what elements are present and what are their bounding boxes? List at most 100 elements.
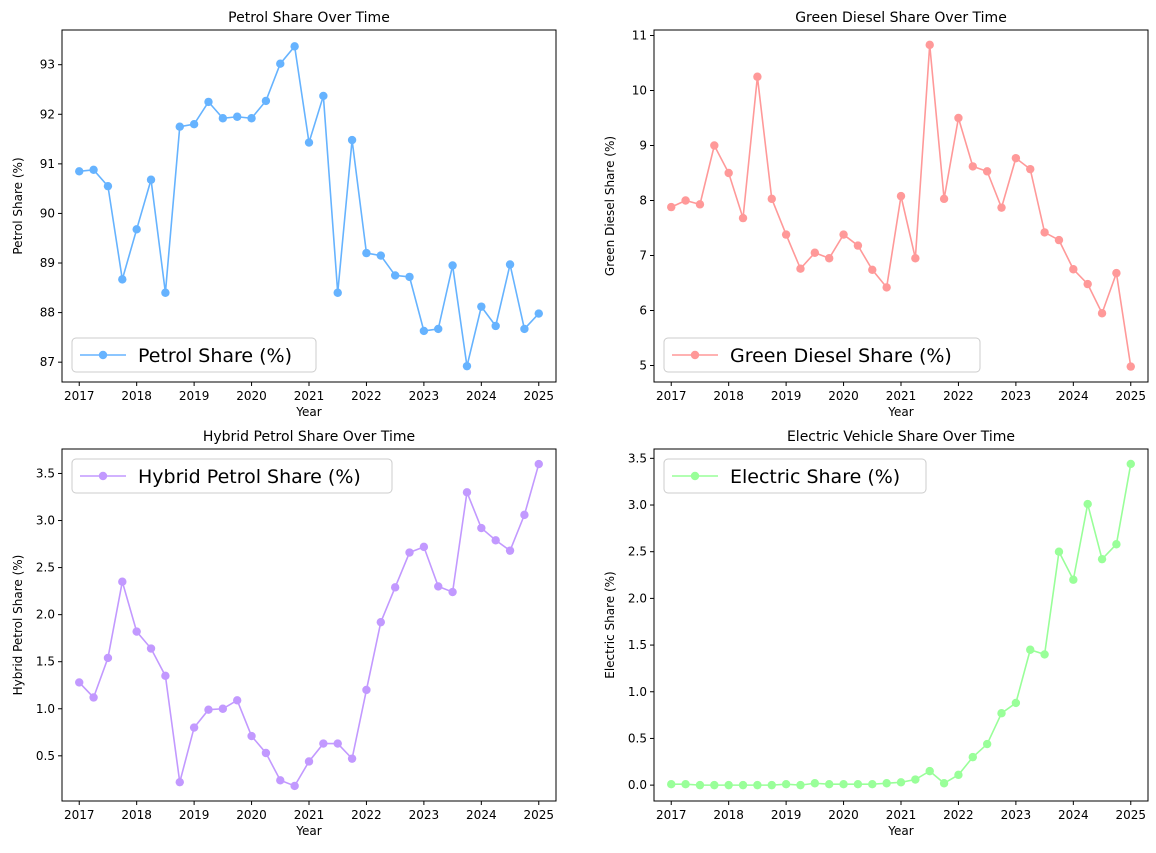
- data-point: [810, 248, 820, 257]
- data-point: [753, 780, 762, 790]
- legend-label: Hybrid Petrol Share (%): [138, 466, 361, 488]
- y-tick-label: 6: [639, 304, 647, 318]
- data-point: [103, 181, 113, 191]
- x-tick-label: 2021: [886, 389, 917, 403]
- data-point: [1054, 235, 1064, 245]
- data-point: [724, 780, 733, 790]
- plot-area: [61, 29, 557, 383]
- x-tick-label: 2025: [1115, 389, 1146, 403]
- y-tick-label: 0.0: [628, 778, 647, 792]
- data-point: [767, 780, 776, 790]
- legend-label: Electric Share (%): [730, 466, 900, 488]
- legend-marker: [690, 350, 700, 360]
- plot-area: [653, 448, 1149, 802]
- x-tick-label: 2017: [64, 808, 95, 822]
- y-tick-label: 7: [639, 249, 647, 263]
- data-point: [189, 723, 199, 732]
- data-point: [681, 779, 690, 789]
- data-point: [462, 488, 472, 497]
- data-point: [161, 671, 170, 681]
- data-point: [853, 779, 863, 789]
- data-point: [710, 141, 719, 150]
- x-tick-label: 2017: [656, 808, 687, 822]
- data-point: [667, 779, 676, 789]
- y-tick-label: 88: [40, 306, 55, 320]
- x-tick-label: 2018: [121, 389, 152, 403]
- data-point: [667, 202, 676, 212]
- x-axis-label: Year: [887, 824, 913, 838]
- data-point: [839, 779, 848, 789]
- x-tick-label: 2020: [236, 808, 267, 822]
- data-point: [839, 230, 848, 239]
- data-point: [189, 120, 199, 129]
- data-point: [1040, 650, 1049, 659]
- data-point: [982, 167, 992, 176]
- y-tick-label: 11: [632, 29, 647, 43]
- data-point: [796, 780, 805, 790]
- data-point: [390, 583, 400, 592]
- y-tick-label: 92: [40, 107, 55, 121]
- data-point: [982, 739, 992, 749]
- data-point: [276, 59, 285, 68]
- data-point: [534, 459, 543, 469]
- y-tick-label: 5: [639, 359, 647, 373]
- data-point: [218, 114, 228, 123]
- data-point: [810, 779, 820, 788]
- data-point: [319, 91, 328, 101]
- legend-label: Green Diesel Share (%): [730, 345, 952, 367]
- x-axis-label: Year: [295, 824, 321, 838]
- data-point: [304, 757, 314, 766]
- data-point: [233, 696, 242, 705]
- data-point: [448, 261, 457, 270]
- data-point: [968, 162, 977, 171]
- y-tick-label: 91: [40, 157, 55, 171]
- data-point: [1083, 499, 1092, 509]
- data-point: [1126, 362, 1135, 371]
- data-point: [796, 264, 805, 273]
- x-tick-label: 2023: [1001, 389, 1032, 403]
- data-point: [997, 709, 1006, 718]
- legend-marker: [690, 471, 700, 481]
- x-tick-label: 2020: [236, 389, 267, 403]
- legend-box: [663, 458, 927, 494]
- chart-petrol: Petrol Share Over Time 2017 2018 2019 2020 20…: [11, 10, 557, 419]
- data-point: [347, 135, 357, 145]
- data-point: [534, 309, 543, 318]
- data-point: [405, 272, 414, 282]
- x-tick-label: 2017: [656, 389, 687, 403]
- y-tick-label: 2.5: [36, 561, 55, 575]
- data-point: [911, 254, 920, 263]
- data-point: [954, 770, 963, 780]
- data-point: [362, 248, 371, 258]
- x-tick-label: 2024: [1058, 389, 1089, 403]
- data-point: [825, 779, 834, 789]
- legend: Green Diesel Share (%): [663, 337, 981, 373]
- data-point: [505, 546, 515, 555]
- data-point: [261, 748, 271, 758]
- data-point: [710, 780, 719, 790]
- x-tick-label: 2018: [713, 808, 744, 822]
- data-point: [390, 271, 400, 280]
- data-point: [738, 780, 748, 790]
- y-axis-label: Hybrid Petrol Share (%): [11, 555, 25, 696]
- y-tick-label: 0.5: [36, 749, 55, 763]
- data-point: [333, 288, 342, 297]
- data-point: [204, 705, 213, 714]
- data-point: [505, 260, 515, 269]
- chart-title: Green Diesel Share Over Time: [795, 10, 1007, 26]
- x-tick-label: 2023: [409, 808, 440, 822]
- y-tick-label: 1.5: [628, 638, 647, 652]
- x-tick-label: 2021: [294, 808, 325, 822]
- data-point: [132, 225, 141, 234]
- data-point: [462, 361, 472, 371]
- data-point: [1112, 268, 1121, 278]
- data-point: [753, 72, 762, 81]
- data-point: [997, 203, 1006, 212]
- data-point: [954, 113, 963, 123]
- data-point: [333, 739, 342, 748]
- y-axis-label: Green Diesel Share (%): [603, 136, 617, 276]
- data-point: [925, 40, 934, 50]
- data-point: [247, 731, 256, 741]
- data-point: [319, 739, 328, 748]
